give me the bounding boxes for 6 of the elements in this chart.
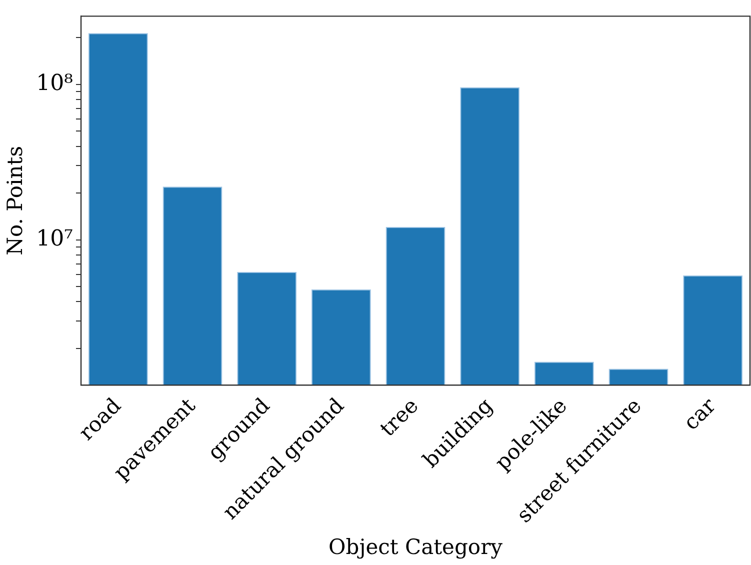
y-axis-title: No. Points: [3, 146, 28, 256]
y-tick-label: 10⁷: [36, 226, 74, 252]
x-axis-title: Object Category: [328, 534, 503, 559]
y-tick-label: 10⁸: [36, 71, 74, 96]
x-tick-label: tree: [375, 393, 423, 442]
x-tick-label: car: [678, 392, 721, 435]
